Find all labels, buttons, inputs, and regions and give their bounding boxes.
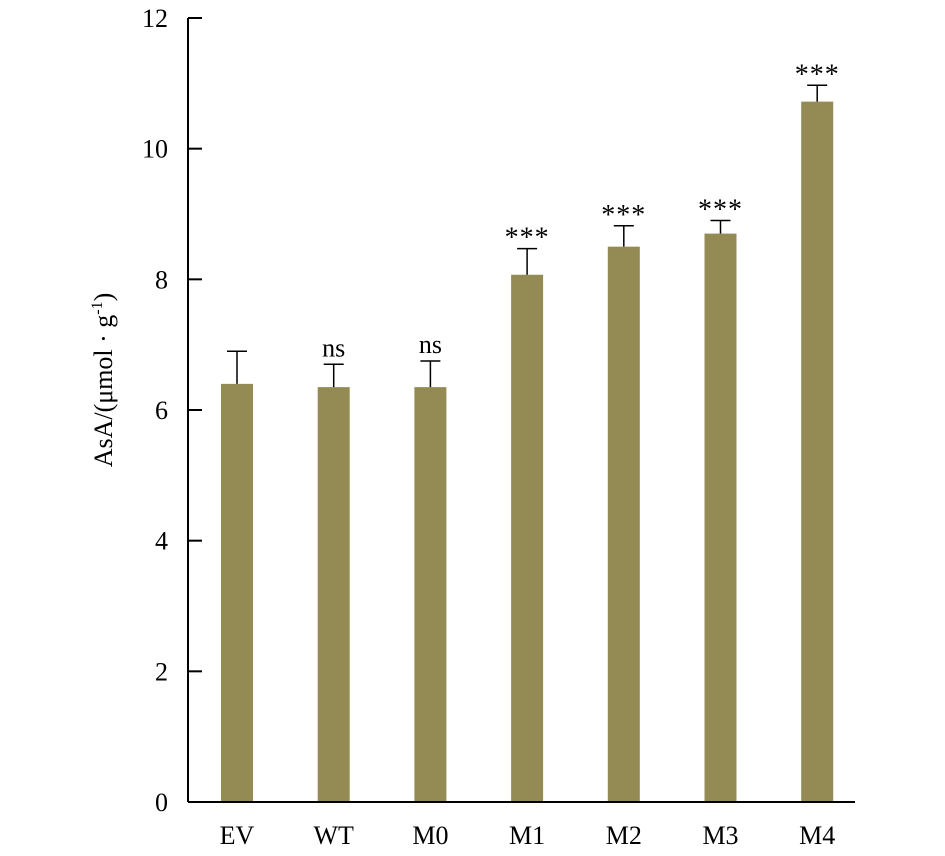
y-axis-label: AsA/(μmol · g-1) (89, 293, 118, 468)
y-axis-label-main: AsA/(μmol · g (89, 315, 118, 468)
bar-wt (317, 387, 350, 802)
bar-m3 (704, 233, 737, 803)
significance-label-m3: *** (698, 195, 743, 226)
significance-label-m0: ns (419, 330, 442, 359)
y-tick-label: 8 (155, 265, 168, 294)
bar-ev (221, 383, 253, 802)
significance-label-m4: *** (795, 59, 840, 90)
x-tick-label: EV (220, 821, 255, 850)
x-tick-label: M3 (702, 821, 738, 850)
significance-label-m2: *** (601, 200, 646, 231)
x-tick-label: M4 (799, 821, 835, 850)
y-axis-label-superscript: -1 (89, 301, 106, 314)
significance-label-m1: *** (505, 223, 550, 254)
y-tick-label: 0 (155, 788, 168, 817)
significance-label-wt: ns (322, 333, 345, 362)
bars: ns ns *** *** *** *** (221, 59, 840, 803)
bar-m2 (607, 246, 640, 802)
y-axis-label-close: ) (89, 293, 118, 302)
x-tick-label: M0 (412, 821, 448, 850)
bar-m1 (511, 274, 544, 802)
x-axis-labels: EV WT M0 M1 M2 M3 M4 (220, 821, 836, 850)
y-tick-label: 2 (155, 657, 168, 686)
y-tick-label: 10 (142, 135, 168, 164)
y-tick-label: 6 (155, 396, 168, 425)
x-tick-label: M1 (509, 821, 545, 850)
y-axis-ticks: 0 2 4 6 8 10 12 (142, 4, 202, 817)
bar-m0 (414, 387, 447, 802)
x-tick-label: M2 (606, 821, 642, 850)
x-tick-label: WT (313, 821, 354, 850)
y-tick-label: 4 (155, 527, 168, 556)
y-tick-label: 12 (142, 4, 168, 33)
bar-m4 (801, 101, 834, 803)
